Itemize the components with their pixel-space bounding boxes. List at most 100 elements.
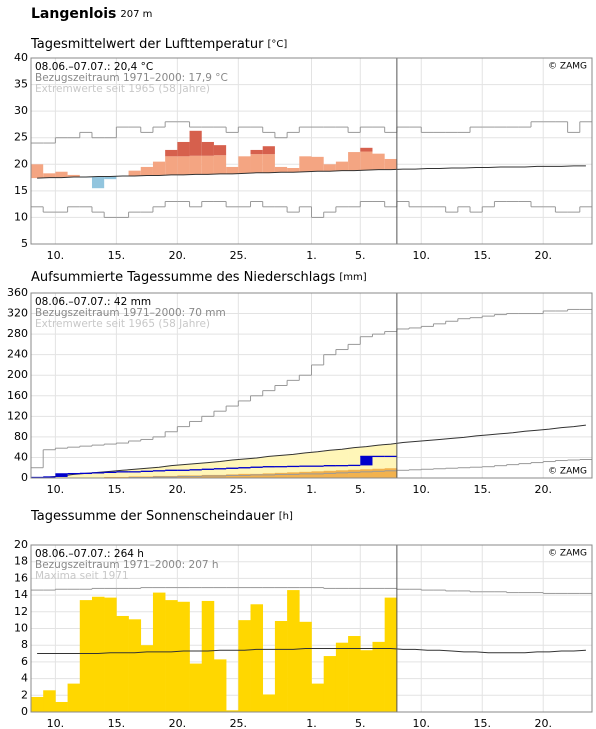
normal-area [238,458,251,478]
y-tick-label: 0 [21,705,28,718]
normal-area [79,473,93,478]
anomaly-bar [323,164,336,172]
normal-area [226,460,239,478]
elevation: 207 m [120,9,152,20]
x-tick-label: 10. [47,249,65,262]
y-tick-label: 18 [14,555,28,568]
anomaly-bar [274,166,288,173]
normal-area [165,465,178,478]
header: Langenlois 207 m [31,6,152,22]
normal-area [250,457,264,478]
bar [238,620,251,712]
y-tick-label: 4 [21,672,28,685]
unit: [mm] [339,272,366,283]
bar [116,615,129,712]
bar [31,696,44,712]
bar [360,650,373,712]
bar [201,600,215,712]
normal-area [189,463,203,478]
daily-precip [360,456,373,466]
y-tick-label: 360 [7,286,28,299]
bar [43,690,56,712]
bar [213,659,227,712]
y-tick-label: 80 [14,430,28,443]
x-tick-label: 15. [473,483,491,496]
lower-area [311,471,324,478]
y-tick-label: 320 [7,307,28,320]
bar [372,641,385,712]
anomaly-bar [250,154,263,173]
y-tick-label: 14 [14,588,28,601]
normal-line [37,648,586,655]
anomaly-bar [165,156,178,175]
y-tick-label: 8 [21,638,28,651]
y-tick-label: 0 [21,471,28,484]
lower-area [238,473,251,478]
anomaly-bar [348,152,361,171]
title-text: Tagesmittelwert der Lufttemperatur [30,37,264,52]
anomaly-bar [213,155,227,174]
anomaly-bar [31,164,44,179]
y-tick-label: 160 [7,389,28,402]
y-tick-label: 20 [14,538,28,551]
y-tick-label: 16 [14,571,28,584]
bar [274,620,288,712]
anomaly-bar [335,161,349,171]
lower-area [348,469,361,478]
lower-area [104,476,117,478]
x-tick-label: 10. [413,249,431,262]
x-tick-label: 25. [230,717,248,729]
bar [299,621,312,712]
lower-area [323,470,337,478]
x-tick-label: 5. [355,249,366,262]
note: 08.06.–07.07.: 264 h [35,548,144,560]
anomaly-bar-high [360,147,373,152]
anomaly-bar [67,174,80,178]
normal-area [152,467,166,478]
lower-area [299,471,312,478]
anomaly-bar [140,166,153,176]
y-tick-label: 12 [14,605,28,618]
y-tick-label: 15 [14,184,28,197]
y-tick-label: 30 [14,104,28,117]
plot-frame [30,292,593,479]
x-tick-label: 20. [169,249,187,262]
anomaly-bar [201,155,214,175]
copyright: © ZAMG [548,62,587,72]
x-tick-label: 10. [413,483,431,496]
x-tick-label: 1. [306,249,317,262]
y-tick-label: 10 [14,210,28,223]
x-tick-label: 5. [355,717,366,729]
copyright: © ZAMG [548,467,587,477]
bar [311,683,324,712]
y-tick-label: 280 [7,327,28,340]
anomaly-bar [311,156,324,172]
lower-area [287,472,300,478]
x-tick-label: 5. [355,483,366,496]
anomaly-bar [128,170,141,176]
x-tick-label: 15. [473,249,491,262]
lower-area [384,468,398,478]
y-tick-label: 2 [21,688,28,701]
lower-area [262,473,276,478]
y-tick-label: 5 [21,237,28,250]
note: Extremwerte seit 1965 (58 Jahre) [35,318,210,330]
x-tick-label: 20. [534,717,552,729]
y-tick-label: 40 [14,450,28,463]
anomaly-bar [177,156,190,175]
y-tick-label: 10 [14,622,28,635]
anomaly-bar [152,161,166,176]
y-tick-label: 6 [21,655,28,668]
bar [79,600,93,712]
note: 08.06.–07.07.: 42 mm [35,296,151,308]
normal-area [201,462,215,478]
plot-frame [30,57,593,245]
anomaly-bar [189,155,202,175]
normal-area [299,452,312,478]
anomaly-bar-high [213,145,227,156]
bar [140,645,154,712]
anomaly-bar [43,173,56,178]
anomaly-bar [226,166,239,174]
